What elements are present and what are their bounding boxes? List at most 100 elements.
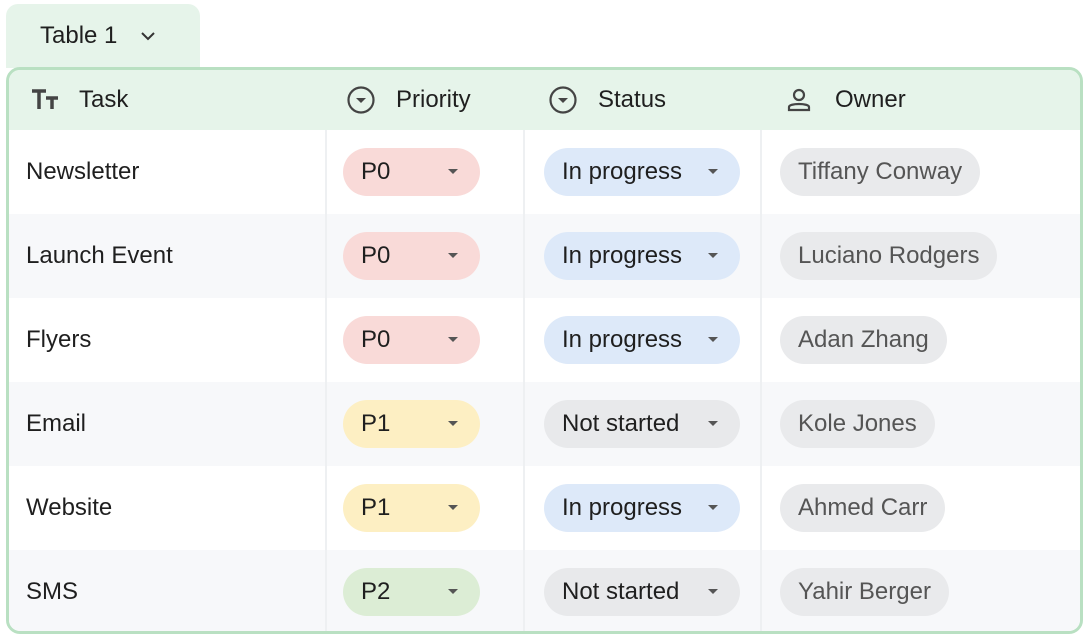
column-divider (523, 298, 525, 382)
chip-caret (448, 253, 458, 258)
table-row: Newsletter P0 In progress Tiffany Conway (9, 130, 1080, 214)
status-chip[interactable]: In progress (544, 148, 740, 196)
header-cell[interactable]: Status (548, 70, 666, 130)
priority-cell: P0 (343, 130, 480, 214)
task-name: Flyers (26, 326, 92, 353)
header-cell[interactable]: Task (31, 70, 128, 130)
task-cell[interactable]: SMS (26, 550, 78, 631)
status-label: In progress (562, 242, 683, 269)
priority-chip[interactable]: P1 (343, 400, 480, 448)
priority-chip[interactable]: P0 (343, 232, 480, 280)
header-cell[interactable]: Priority (346, 70, 471, 130)
chip-caret (708, 505, 718, 510)
text-icon (32, 89, 58, 109)
priority-cell: P0 (343, 214, 480, 298)
column-divider (523, 550, 525, 631)
priority-chip[interactable]: P1 (343, 484, 480, 532)
owner-name: Tiffany Conway (798, 158, 963, 185)
table-tab[interactable]: Table 1 (6, 4, 200, 68)
column-divider (523, 130, 525, 214)
owner-name: Ahmed Carr (798, 494, 928, 521)
status-cell: In progress (544, 466, 740, 550)
column-header: Owner (835, 86, 906, 113)
chip-caret (708, 253, 718, 258)
column-divider (325, 550, 327, 631)
priority-cell: P2 (343, 550, 480, 631)
owner-chip[interactable]: Adan Zhang (780, 316, 947, 364)
owner-chip[interactable]: Yahir Berger (780, 568, 949, 616)
owner-chip[interactable]: Tiffany Conway (780, 148, 981, 196)
priority-cell: P1 (343, 466, 480, 550)
task-cell[interactable]: Website (26, 466, 112, 550)
status-chip[interactable]: Not started (544, 568, 740, 616)
chip-caret (708, 337, 718, 342)
column-divider (523, 214, 525, 298)
owner-name: Kole Jones (798, 410, 917, 437)
status-cell: In progress (544, 214, 740, 298)
dropdown-icon (347, 86, 375, 114)
owner-chip[interactable]: Kole Jones (780, 400, 935, 448)
column-divider (760, 550, 762, 631)
column-header: Task (79, 86, 129, 113)
person-icon (787, 88, 811, 112)
task-name: Website (26, 494, 113, 521)
column-divider (325, 130, 327, 214)
owner-cell: Kole Jones (780, 382, 935, 466)
priority-label: P0 (361, 326, 391, 353)
owner-cell: Adan Zhang (780, 298, 947, 382)
table-row: Flyers P0 In progress Adan Zhang (9, 298, 1080, 382)
status-chip[interactable]: Not started (544, 400, 740, 448)
task-cell[interactable]: Newsletter (26, 130, 139, 214)
chip-caret (448, 337, 458, 342)
tab-chevron[interactable] (139, 30, 157, 42)
priority-chip[interactable]: P0 (343, 316, 480, 364)
owner-name: Luciano Rodgers (798, 242, 980, 269)
owner-cell: Ahmed Carr (780, 466, 946, 550)
priority-label: P1 (361, 494, 391, 521)
priority-label: P2 (361, 578, 391, 605)
priority-cell: P0 (343, 298, 480, 382)
table-row: Email P1 Not started Kole Jones (9, 382, 1080, 466)
column-divider (760, 130, 762, 214)
status-chip[interactable]: In progress (544, 316, 740, 364)
owner-name: Yahir Berger (798, 578, 931, 605)
task-cell[interactable]: Email (26, 382, 86, 466)
task-name: Newsletter (26, 158, 140, 185)
priority-chip[interactable]: P2 (343, 568, 480, 616)
table: Task Priority Status Owner Newsletter P0 I… (6, 67, 1083, 634)
status-cell: In progress (544, 130, 740, 214)
header-cell[interactable]: Owner (785, 70, 906, 130)
task-name: Launch Event (26, 242, 173, 269)
priority-chip[interactable]: P0 (343, 148, 480, 196)
task-cell[interactable]: Flyers (26, 298, 91, 382)
status-chip[interactable]: In progress (544, 484, 740, 532)
priority-cell: P1 (343, 382, 480, 466)
status-label: Not started (562, 578, 680, 605)
task-name: Email (26, 410, 87, 437)
table-row: Launch Event P0 In progress Luciano Rodgers (9, 214, 1080, 298)
status-label: In progress (562, 158, 683, 185)
owner-chip[interactable]: Luciano Rodgers (780, 232, 998, 280)
column-divider (523, 382, 525, 466)
column-header: Status (598, 86, 667, 113)
chip-caret (448, 169, 458, 174)
chip-caret (708, 421, 718, 426)
header-row: Task Priority Status Owner (9, 70, 1080, 130)
task-cell[interactable]: Launch Event (26, 214, 173, 298)
table-row: SMS P2 Not started Yahir Berger (9, 550, 1080, 631)
priority-label: P0 (361, 242, 391, 269)
status-chip[interactable]: In progress (544, 232, 740, 280)
chip-caret (448, 421, 458, 426)
priority-label: P1 (361, 410, 391, 437)
status-label: In progress (562, 494, 683, 521)
owner-chip[interactable]: Ahmed Carr (780, 484, 946, 532)
chip-caret (448, 589, 458, 594)
status-cell: In progress (544, 298, 740, 382)
status-label: Not started (562, 410, 680, 437)
status-cell: Not started (544, 382, 740, 466)
column-divider (325, 466, 327, 550)
owner-cell: Tiffany Conway (780, 130, 981, 214)
owner-name: Adan Zhang (798, 326, 929, 353)
status-cell: Not started (544, 550, 740, 631)
